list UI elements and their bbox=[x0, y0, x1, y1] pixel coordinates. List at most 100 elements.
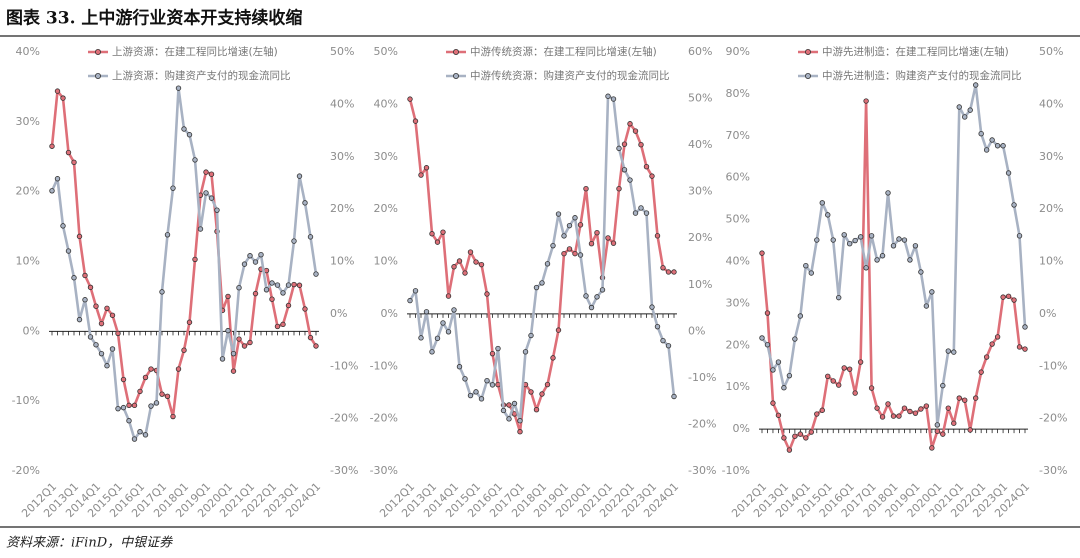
data-point bbox=[208, 171, 215, 177]
data-point bbox=[495, 345, 501, 352]
data-point bbox=[803, 262, 809, 269]
data-point bbox=[148, 403, 154, 409]
y2-tick-label: -30% bbox=[1039, 464, 1067, 477]
data-point bbox=[610, 240, 617, 246]
data-point bbox=[65, 248, 72, 254]
data-point bbox=[836, 382, 842, 388]
data-point bbox=[484, 291, 490, 297]
data-point bbox=[588, 304, 595, 311]
data-point bbox=[621, 167, 628, 173]
data-point bbox=[660, 265, 666, 271]
y-tick-label: 90% bbox=[726, 45, 750, 58]
data-point bbox=[825, 373, 831, 380]
data-point bbox=[962, 114, 968, 120]
data-point bbox=[616, 145, 622, 152]
data-point bbox=[506, 416, 512, 422]
data-point bbox=[665, 269, 672, 275]
data-point bbox=[665, 343, 672, 349]
data-point bbox=[236, 284, 242, 291]
data-point bbox=[131, 402, 138, 409]
series-line bbox=[408, 98, 674, 433]
y2-tick-label: -20% bbox=[330, 412, 358, 425]
data-point bbox=[550, 242, 556, 249]
data-point bbox=[236, 336, 242, 342]
data-point bbox=[60, 95, 66, 101]
data-point bbox=[671, 393, 677, 400]
data-point bbox=[566, 222, 573, 229]
y-tick-label: 60% bbox=[726, 171, 750, 184]
data-point bbox=[313, 271, 319, 277]
data-point bbox=[544, 261, 551, 267]
data-point bbox=[1000, 143, 1006, 149]
data-point bbox=[989, 137, 995, 143]
data-point bbox=[528, 332, 534, 339]
data-point bbox=[819, 407, 825, 413]
data-point bbox=[781, 435, 787, 441]
data-point bbox=[65, 149, 72, 156]
data-point bbox=[555, 327, 562, 333]
data-point bbox=[137, 429, 143, 435]
data-point bbox=[269, 280, 275, 286]
data-point bbox=[879, 253, 886, 259]
data-point bbox=[918, 406, 924, 412]
data-point bbox=[907, 408, 913, 415]
y-tick-label: 70% bbox=[726, 129, 750, 142]
data-point bbox=[175, 85, 182, 91]
data-point bbox=[71, 159, 77, 166]
data-point bbox=[770, 367, 776, 373]
data-point bbox=[208, 195, 215, 201]
y2-tick-label: 10% bbox=[1039, 255, 1063, 268]
data-point bbox=[164, 232, 171, 238]
data-point bbox=[972, 395, 979, 401]
data-point bbox=[857, 234, 864, 240]
data-point bbox=[539, 280, 545, 286]
data-point bbox=[302, 306, 308, 312]
data-point bbox=[572, 250, 578, 257]
data-point bbox=[923, 303, 930, 309]
data-point bbox=[49, 188, 55, 194]
y-tick-label: 10% bbox=[374, 255, 398, 268]
y2-tick-label: 20% bbox=[330, 202, 354, 215]
y-tick-label: -20% bbox=[370, 412, 398, 425]
data-point bbox=[98, 350, 105, 357]
data-point bbox=[599, 287, 606, 293]
data-point bbox=[76, 233, 83, 240]
y-tick-label: 30% bbox=[16, 115, 40, 128]
y-tick-label: 20% bbox=[16, 185, 40, 198]
data-point bbox=[181, 347, 187, 353]
series-line bbox=[50, 86, 318, 441]
data-point bbox=[219, 356, 226, 362]
data-point bbox=[660, 337, 666, 344]
data-point bbox=[868, 385, 875, 391]
y-tick-label: 10% bbox=[726, 380, 750, 393]
data-point bbox=[643, 210, 650, 216]
data-point bbox=[225, 327, 231, 334]
data-point bbox=[87, 284, 94, 291]
data-point bbox=[610, 96, 617, 102]
source-note: 资料来源：iFinD，中银证券 bbox=[6, 536, 173, 551]
data-point bbox=[1022, 346, 1028, 352]
data-point bbox=[983, 147, 990, 153]
data-point bbox=[983, 354, 990, 360]
legend-label: 中游传统资源：购建资产支付的现金流同比 bbox=[470, 69, 670, 82]
data-point bbox=[929, 289, 935, 295]
data-point bbox=[912, 243, 919, 249]
data-point bbox=[82, 272, 88, 279]
y2-tick-label: 10% bbox=[688, 278, 712, 291]
data-point bbox=[852, 237, 858, 244]
series-line bbox=[408, 94, 676, 422]
data-point bbox=[978, 131, 984, 137]
data-point bbox=[577, 252, 584, 258]
data-point bbox=[120, 404, 127, 411]
data-point bbox=[214, 207, 220, 213]
data-point bbox=[621, 141, 628, 147]
data-point bbox=[302, 200, 308, 206]
data-point bbox=[808, 429, 815, 435]
data-point bbox=[605, 235, 611, 241]
data-point bbox=[775, 359, 782, 365]
data-point bbox=[940, 431, 946, 437]
data-point bbox=[423, 309, 430, 315]
y-tick-label: 0% bbox=[733, 422, 750, 435]
data-point bbox=[247, 253, 253, 259]
data-point bbox=[901, 237, 908, 243]
